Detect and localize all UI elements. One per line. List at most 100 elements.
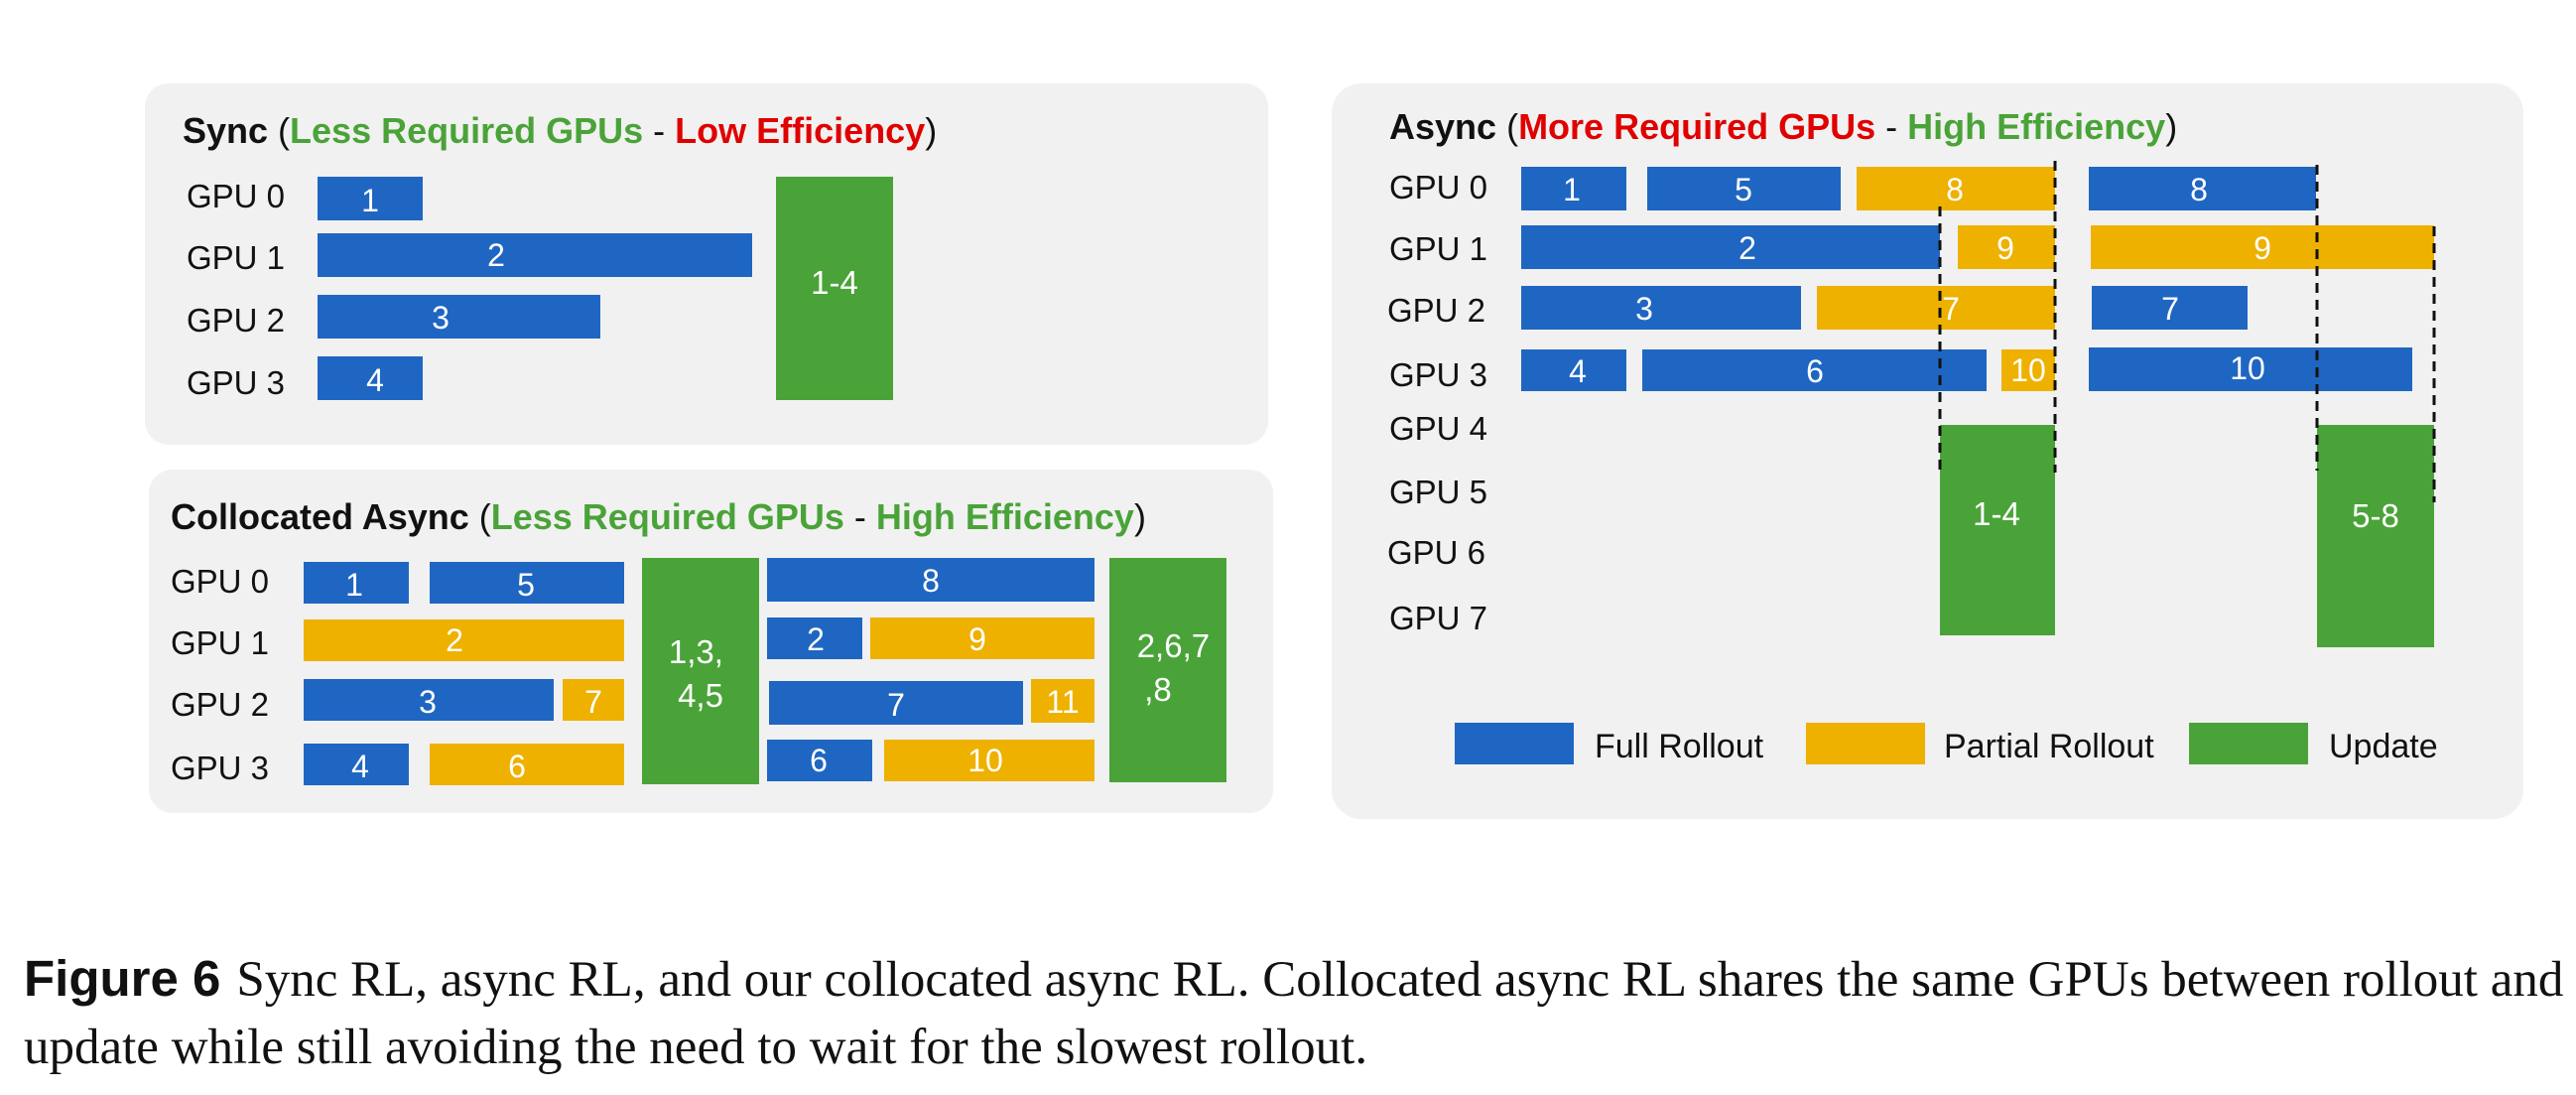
legend-swatch-update <box>2189 723 2308 764</box>
block-label: 8 <box>2190 172 2208 207</box>
collocated-gpu-label: GPU 0 <box>171 563 269 600</box>
partial-rollout-block: 7 <box>563 679 624 721</box>
rollout-block: 8 <box>767 558 1095 602</box>
partial-rollout-block: 9 <box>2091 225 2434 269</box>
rollout-block: 1 <box>318 177 423 220</box>
block-label: 4 <box>1569 353 1587 389</box>
rollout-block: 2 <box>767 617 862 659</box>
legend-item: Full Rollout <box>1455 723 1764 765</box>
rollout-block: 3 <box>318 295 600 339</box>
collocated-gpu-label: GPU 1 <box>171 624 269 661</box>
block-label: 10 <box>967 743 1003 778</box>
block-label: 9 <box>2254 230 2271 266</box>
rollout-block: 6 <box>1642 349 1987 391</box>
figure-caption: Figure 6 Sync RL, async RL, and our collo… <box>24 945 2564 1081</box>
update-block: 1-4 <box>1940 425 2055 635</box>
update-block: 1,3, 4,5 <box>642 558 759 784</box>
rollout-block: 1 <box>1521 167 1626 210</box>
partial-rollout-block: 6 <box>430 744 624 785</box>
async-panel-title: Async (More Required GPUs - High Efficie… <box>1389 106 2177 147</box>
sync-gpu-phrase: Less Required GPUs <box>290 110 643 151</box>
block-label: 2 <box>487 237 505 273</box>
async-gpu-label: GPU 7 <box>1389 600 1487 636</box>
rollout-block: 10 <box>2089 347 2412 391</box>
rollout-block: 7 <box>769 681 1023 725</box>
collocated-title-separator: - <box>844 496 876 537</box>
collocated-gpu-phrase: Less Required GPUs <box>491 496 844 537</box>
async-title-separator: - <box>1875 106 1907 147</box>
block-label: 10 <box>2010 352 2046 388</box>
block-label: 6 <box>508 749 526 784</box>
legend-label: Partial Rollout <box>1944 728 2154 765</box>
caption-text: Sync RL, async RL, and our collocated as… <box>24 952 2564 1075</box>
block-label: 4 <box>351 749 369 784</box>
sync-title-separator: - <box>643 110 675 151</box>
sync-title-paren-close: ) <box>925 110 937 151</box>
rollout-block: 5 <box>430 562 624 604</box>
sync-gpu-label: GPU 1 <box>187 239 285 276</box>
sync-efficiency-phrase: Low Efficiency <box>675 110 925 151</box>
legend-swatch-full-rollout <box>1455 723 1574 764</box>
block-label: 5-8 <box>2352 497 2399 534</box>
rollout-block: 4 <box>1521 349 1626 391</box>
partial-rollout-block: 10 <box>884 740 1095 781</box>
block-label: 4 <box>366 362 384 398</box>
rollout-block: 5 <box>1647 167 1841 210</box>
block-label: 7 <box>887 687 905 723</box>
block-label: 1 <box>361 183 379 218</box>
rollout-block: 4 <box>304 744 409 785</box>
block-label: 6 <box>810 743 828 778</box>
collocated-gpu-label: GPU 3 <box>171 750 269 786</box>
legend-label: Full Rollout <box>1595 728 1764 765</box>
async-title-paren-open: ( <box>1496 106 1518 147</box>
sync-title-word: Sync <box>183 110 268 151</box>
figure-label: Figure 6 <box>24 950 221 1007</box>
collocated-title-word: Collocated Async <box>171 496 469 537</box>
block-label: 1 <box>345 567 363 603</box>
legend-item: Partial Rollout <box>1806 723 2154 765</box>
block-label-line: 4,5 <box>678 677 723 714</box>
partial-rollout-block: 7 <box>1817 286 2055 330</box>
async-gpu-label: GPU 3 <box>1389 356 1487 393</box>
async-gpu-label: GPU 6 <box>1387 534 1485 571</box>
block-label: 5 <box>1735 172 1752 207</box>
block-label: 2 <box>1739 230 1756 266</box>
collocated-panel-title: Collocated Async (Less Required GPUs - H… <box>171 496 1146 537</box>
async-gpu-label: GPU 5 <box>1389 474 1487 510</box>
partial-rollout-block: 9 <box>870 617 1095 659</box>
block-label: 11 <box>1046 684 1079 720</box>
block-label: 3 <box>419 684 437 720</box>
legend-label: Update <box>2329 728 2438 765</box>
block-label: 7 <box>584 684 602 720</box>
block-label: 1 <box>1563 172 1581 207</box>
async-gpu-phrase: More Required GPUs <box>1518 106 1875 147</box>
partial-rollout-block: 8 <box>1857 167 2055 210</box>
rollout-block: 1 <box>304 562 409 604</box>
rollout-block: 2 <box>1521 225 1940 269</box>
collocated-title-paren-close: ) <box>1134 496 1146 537</box>
sync-gpu-label: GPU 0 <box>187 178 285 214</box>
block-label: 2,6,7 ,8 <box>1137 627 1220 708</box>
block-label: 1,3, 4,5 <box>669 633 732 714</box>
collocated-title-paren-open: ( <box>469 496 491 537</box>
rollout-block: 6 <box>767 740 872 781</box>
partial-rollout-block: 10 <box>2001 349 2055 391</box>
async-title-paren-close: ) <box>2165 106 2177 147</box>
async-panel: Async (More Required GPUs - High Efficie… <box>1332 83 2523 819</box>
partial-rollout-block: 2 <box>304 619 624 661</box>
sync-gpu-label: GPU 3 <box>187 364 285 401</box>
async-gpu-label: GPU 0 <box>1389 169 1487 205</box>
async-title-word: Async <box>1389 106 1496 147</box>
block-label-line: ,8 <box>1144 671 1172 708</box>
collocated-efficiency-phrase: High Efficiency <box>876 496 1134 537</box>
block-label: 8 <box>1946 172 1964 207</box>
sync-panel: Sync (Less Required GPUs - Low Efficienc… <box>145 83 1268 445</box>
block-label: 2 <box>807 621 825 657</box>
block-label: 6 <box>1806 353 1824 389</box>
block-label-line: 2,6,7 <box>1137 627 1210 664</box>
update-block: 2,6,7 ,8 <box>1109 558 1226 782</box>
sync-title-paren-open: ( <box>268 110 290 151</box>
block-label: 8 <box>922 563 940 599</box>
update-block: 1-4 <box>776 177 893 400</box>
partial-rollout-block: 11 <box>1031 679 1095 723</box>
